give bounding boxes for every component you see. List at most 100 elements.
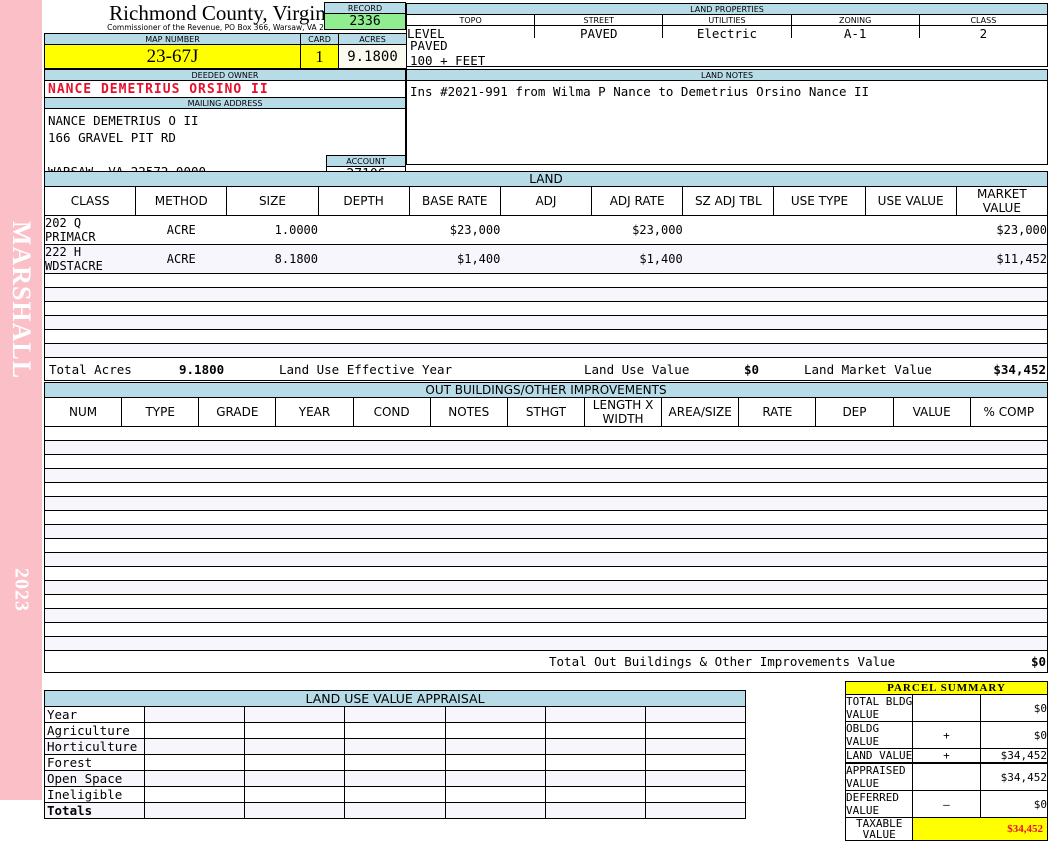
table-row[interactable]: Year <box>43 706 747 723</box>
summary-row-obldg: OBLDG VALUE + $0 <box>844 721 1049 749</box>
table-row-empty[interactable] <box>44 343 1048 358</box>
table-row-empty[interactable] <box>44 273 1048 288</box>
cell[interactable] <box>144 738 246 755</box>
summary-row-appraised: APPRAISED VALUE $34,452 <box>844 762 1049 791</box>
cell[interactable] <box>344 770 446 787</box>
cell[interactable] <box>544 754 646 771</box>
table-row[interactable]: Ineligible <box>43 786 747 803</box>
row-label-open-space: Open Space <box>43 770 146 787</box>
cell[interactable] <box>444 802 546 819</box>
cell[interactable] <box>644 706 747 723</box>
table-row-empty[interactable] <box>44 301 1048 316</box>
table-row-empty[interactable] <box>44 287 1048 302</box>
cell[interactable] <box>544 706 646 723</box>
cell-depth <box>318 215 410 245</box>
cell-sz-adj-tbl <box>682 244 774 274</box>
cell[interactable] <box>344 754 446 771</box>
cell[interactable] <box>144 786 246 803</box>
table-row-empty[interactable] <box>44 524 1048 539</box>
cell[interactable] <box>344 706 446 723</box>
col-adj-rate: ADJ RATE <box>591 186 684 216</box>
cell[interactable] <box>144 754 246 771</box>
table-row-empty[interactable] <box>44 315 1048 330</box>
cell-base-rate: $23,000 <box>409 215 501 245</box>
cell[interactable] <box>144 706 246 723</box>
cell[interactable] <box>644 722 747 739</box>
cell[interactable] <box>244 802 346 819</box>
table-row-empty[interactable] <box>44 538 1048 553</box>
cell[interactable] <box>644 786 747 803</box>
card-value-cell[interactable]: 1 <box>300 44 339 69</box>
cell[interactable] <box>144 770 246 787</box>
cell[interactable] <box>344 802 446 819</box>
table-row-empty[interactable] <box>44 440 1048 455</box>
table-row-empty[interactable] <box>44 468 1048 483</box>
cell-method: ACRE <box>135 215 227 245</box>
cell[interactable] <box>144 802 246 819</box>
cell[interactable] <box>344 786 446 803</box>
table-row-empty[interactable] <box>44 566 1048 581</box>
cell[interactable] <box>544 738 646 755</box>
col-pct-comp: % COMP <box>969 397 1049 427</box>
acres-value: 9.1800 <box>338 44 407 69</box>
cell[interactable] <box>244 738 346 755</box>
col-use-type: USE TYPE <box>773 186 866 216</box>
table-row[interactable]: Forest <box>43 754 747 771</box>
table-row[interactable]: Open Space <box>43 770 747 787</box>
table-row-empty[interactable] <box>44 482 1048 497</box>
cell[interactable] <box>544 802 646 819</box>
table-row-empty[interactable] <box>44 329 1048 344</box>
table-row-empty[interactable] <box>44 594 1048 609</box>
cell[interactable] <box>544 786 646 803</box>
cell[interactable] <box>444 754 546 771</box>
table-row-empty[interactable] <box>44 454 1048 469</box>
cell[interactable] <box>444 786 546 803</box>
val-class: 2 <box>918 25 1049 41</box>
cell-use-type <box>773 215 866 245</box>
cell[interactable] <box>244 770 346 787</box>
cell[interactable] <box>544 770 646 787</box>
taxable-label-line2: VALUE <box>862 828 896 841</box>
table-row-empty[interactable] <box>44 622 1048 637</box>
table-row-empty[interactable] <box>44 636 1048 651</box>
table-row[interactable]: Agriculture <box>43 722 747 739</box>
cell[interactable] <box>444 706 546 723</box>
cell[interactable] <box>544 722 646 739</box>
col-value: VALUE <box>892 397 971 427</box>
cell[interactable] <box>344 738 446 755</box>
land-properties-table: LAND PROPERTIES TOPO STREET UTILITIES ZO… <box>405 3 1049 41</box>
extra-line: 100 + FEET <box>410 53 486 68</box>
table-row-empty[interactable] <box>44 608 1048 623</box>
cell[interactable] <box>244 754 346 771</box>
land-use-effective-year-label: Land Use Effective Year <box>279 361 453 377</box>
table-row[interactable]: Horticulture <box>43 738 747 755</box>
cell[interactable] <box>444 722 546 739</box>
table-row[interactable]: 202 Q PRIMACR ACRE 1.0000 $23,000 $23,00… <box>43 215 1049 245</box>
cell[interactable] <box>644 738 747 755</box>
cell[interactable] <box>144 722 246 739</box>
cell[interactable] <box>244 706 346 723</box>
table-row-empty[interactable] <box>44 496 1048 511</box>
cell[interactable] <box>244 786 346 803</box>
cell[interactable] <box>444 770 546 787</box>
cell[interactable] <box>644 802 747 819</box>
acres-header: ACRES <box>338 33 407 45</box>
cell[interactable] <box>244 722 346 739</box>
label-obldg-value: OBLDG VALUE <box>844 721 914 749</box>
cell[interactable] <box>444 738 546 755</box>
cell[interactable] <box>644 770 747 787</box>
cell[interactable] <box>344 722 446 739</box>
table-row[interactable]: Totals <box>43 802 747 819</box>
land-table: LAND CLASS METHOD SIZE DEPTH BASE RATE A… <box>43 171 1049 358</box>
table-row-empty[interactable] <box>44 510 1048 525</box>
table-row[interactable]: 222 H WDSTACRE ACRE 8.1800 $1,400 $1,400… <box>43 244 1049 274</box>
sign <box>912 694 981 722</box>
table-row-empty[interactable] <box>44 552 1048 567</box>
land-title: LAND <box>44 171 1048 187</box>
table-row-empty[interactable] <box>44 580 1048 595</box>
table-row-empty[interactable] <box>44 426 1048 441</box>
col-rate: RATE <box>738 397 817 427</box>
cell[interactable] <box>644 754 747 771</box>
map-number-value-cell[interactable]: 23-67J <box>44 44 301 69</box>
map-number-header: MAP NUMBER <box>44 33 301 45</box>
